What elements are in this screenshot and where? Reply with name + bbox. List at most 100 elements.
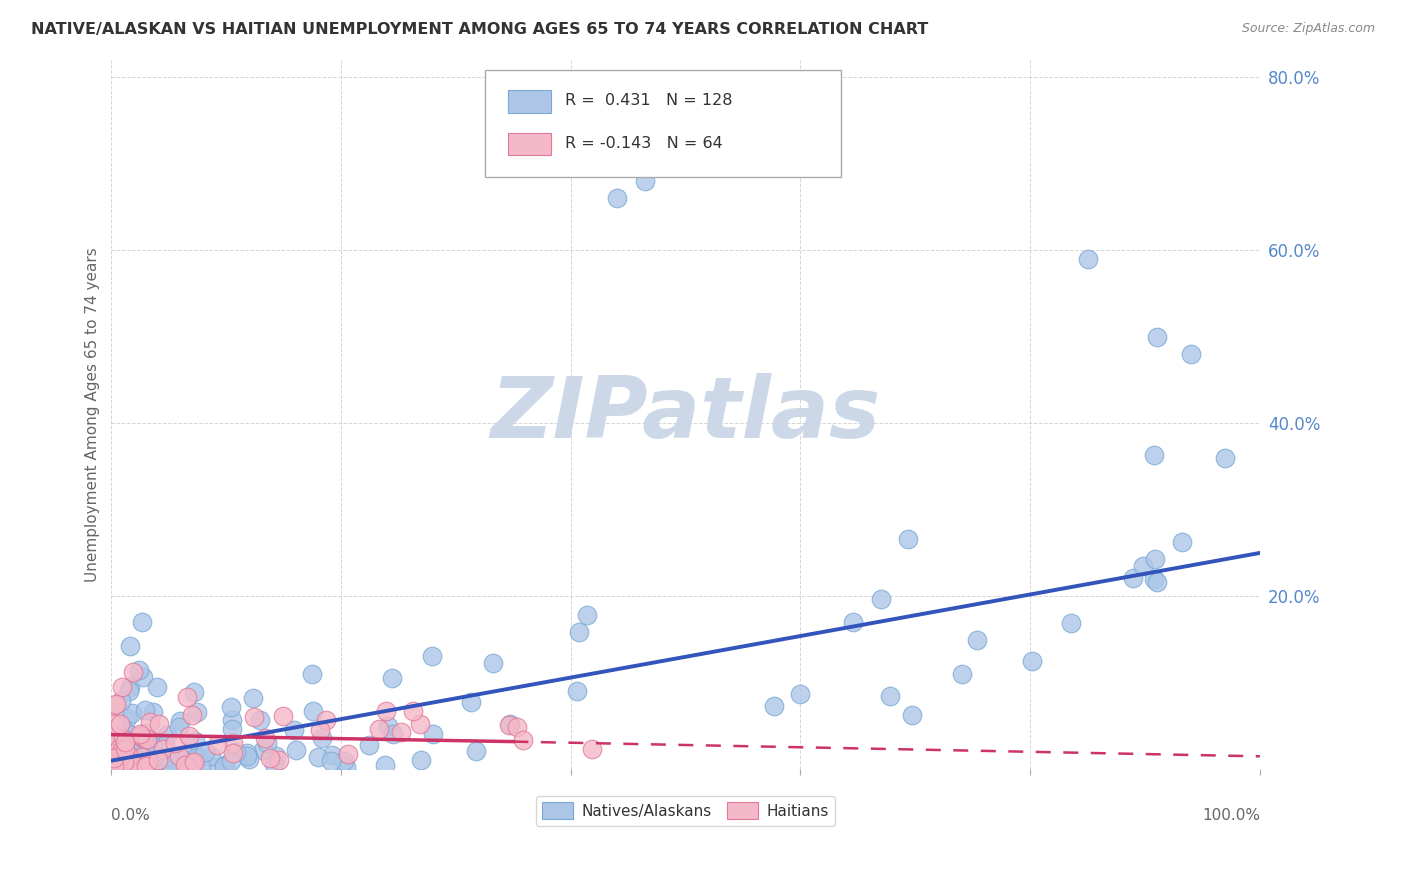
FancyBboxPatch shape (508, 90, 551, 112)
Point (135, 759, 157, 773)
Text: NATIVE/ALASKAN VS HAITIAN UNEMPLOYMENT AMONG AGES 65 TO 74 YEARS CORRELATION CHA: NATIVE/ALASKAN VS HAITIAN UNEMPLOYMENT A… (31, 22, 928, 37)
Point (104, 757, 127, 772)
Point (156, 728, 179, 742)
Point (132, 670, 155, 684)
Point (122, 738, 145, 752)
Point (148, 753, 170, 767)
Text: Source: ZipAtlas.com: Source: ZipAtlas.com (1241, 22, 1375, 36)
Point (301, 666, 323, 681)
Point (1060, 615, 1083, 630)
Point (1122, 572, 1144, 586)
Point (207, 760, 229, 774)
Point (105, 746, 128, 760)
Point (118, 680, 141, 694)
Point (1142, 448, 1164, 462)
Point (401, 704, 423, 718)
Point (377, 719, 399, 733)
Point (121, 728, 143, 742)
Point (789, 687, 811, 701)
Point (172, 753, 194, 767)
Point (108, 730, 131, 744)
Point (221, 722, 243, 736)
Point (125, 758, 148, 772)
Point (135, 726, 157, 740)
Point (148, 716, 170, 731)
Point (176, 690, 198, 704)
Point (186, 706, 208, 720)
Point (498, 717, 520, 731)
Point (221, 699, 243, 714)
Point (966, 632, 988, 647)
Point (132, 731, 155, 745)
Point (103, 751, 125, 765)
Point (135, 757, 157, 772)
Point (498, 718, 520, 732)
Point (309, 723, 332, 737)
Point (321, 754, 343, 768)
Point (762, 698, 785, 713)
Point (242, 691, 264, 706)
Text: R = -0.143   N = 64: R = -0.143 N = 64 (565, 136, 723, 151)
Point (136, 738, 159, 752)
Point (222, 746, 245, 760)
Point (131, 615, 153, 630)
Point (576, 607, 599, 622)
Point (114, 742, 136, 756)
Point (238, 752, 260, 766)
Point (367, 722, 389, 736)
Point (506, 720, 529, 734)
Point (285, 743, 308, 757)
Point (141, 739, 163, 753)
Point (1146, 574, 1168, 589)
Point (236, 747, 259, 761)
Point (122, 665, 145, 679)
Point (374, 758, 396, 772)
Point (134, 744, 156, 758)
Point (136, 751, 159, 765)
Text: ZIPatlas: ZIPatlas (491, 373, 880, 456)
Point (249, 713, 271, 727)
Point (114, 735, 136, 749)
Point (409, 753, 432, 767)
Point (897, 532, 920, 546)
Point (335, 760, 357, 774)
Text: R =  0.431   N = 128: R = 0.431 N = 128 (565, 94, 733, 108)
Point (142, 705, 165, 719)
Point (1215, 450, 1237, 465)
Point (118, 752, 141, 766)
Point (129, 729, 152, 743)
Point (136, 755, 159, 769)
Point (332, 754, 354, 768)
Point (114, 756, 136, 771)
Point (107, 741, 129, 756)
FancyBboxPatch shape (485, 70, 841, 177)
Point (1143, 552, 1166, 566)
Point (152, 741, 174, 756)
Point (153, 738, 176, 752)
Point (264, 749, 287, 764)
Point (108, 716, 131, 731)
Y-axis label: Unemployment Among Ages 65 to 74 years: Unemployment Among Ages 65 to 74 years (86, 247, 100, 582)
Point (104, 753, 127, 767)
Point (1021, 654, 1043, 668)
Point (110, 694, 132, 708)
Point (283, 723, 305, 738)
Point (267, 753, 290, 767)
Point (194, 745, 217, 759)
Point (104, 717, 127, 731)
Point (128, 663, 150, 677)
Text: 100.0%: 100.0% (1202, 808, 1260, 823)
Point (107, 753, 129, 767)
Point (183, 685, 205, 699)
Point (111, 731, 134, 746)
Point (190, 760, 212, 774)
Point (143, 758, 166, 772)
Point (136, 731, 159, 746)
Text: 0.0%: 0.0% (111, 808, 150, 823)
Point (221, 713, 243, 727)
Point (181, 708, 204, 723)
Point (842, 615, 865, 629)
Point (141, 760, 163, 774)
Point (252, 743, 274, 757)
Point (117, 684, 139, 698)
